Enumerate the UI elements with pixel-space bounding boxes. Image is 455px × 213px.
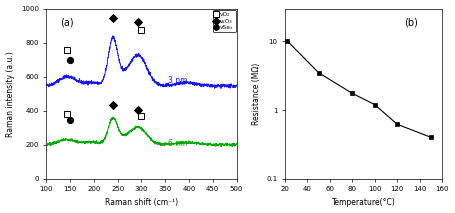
X-axis label: Temperature(°C): Temperature(°C) xyxy=(332,198,395,207)
Text: (a): (a) xyxy=(60,17,73,27)
Text: 6 nm: 6 nm xyxy=(167,139,187,148)
X-axis label: Raman shift (cm⁻¹): Raman shift (cm⁻¹) xyxy=(105,198,178,207)
Y-axis label: Raman intensity (a.u.): Raman intensity (a.u.) xyxy=(6,51,15,137)
Y-axis label: Resistance (MΩ): Resistance (MΩ) xyxy=(252,63,261,125)
Text: 3 nm: 3 nm xyxy=(167,76,187,85)
Text: (b): (b) xyxy=(404,17,418,27)
Legend: vO₂, v₂O₃, vSeₓ: vO₂, v₂O₃, vSeₓ xyxy=(212,10,236,32)
